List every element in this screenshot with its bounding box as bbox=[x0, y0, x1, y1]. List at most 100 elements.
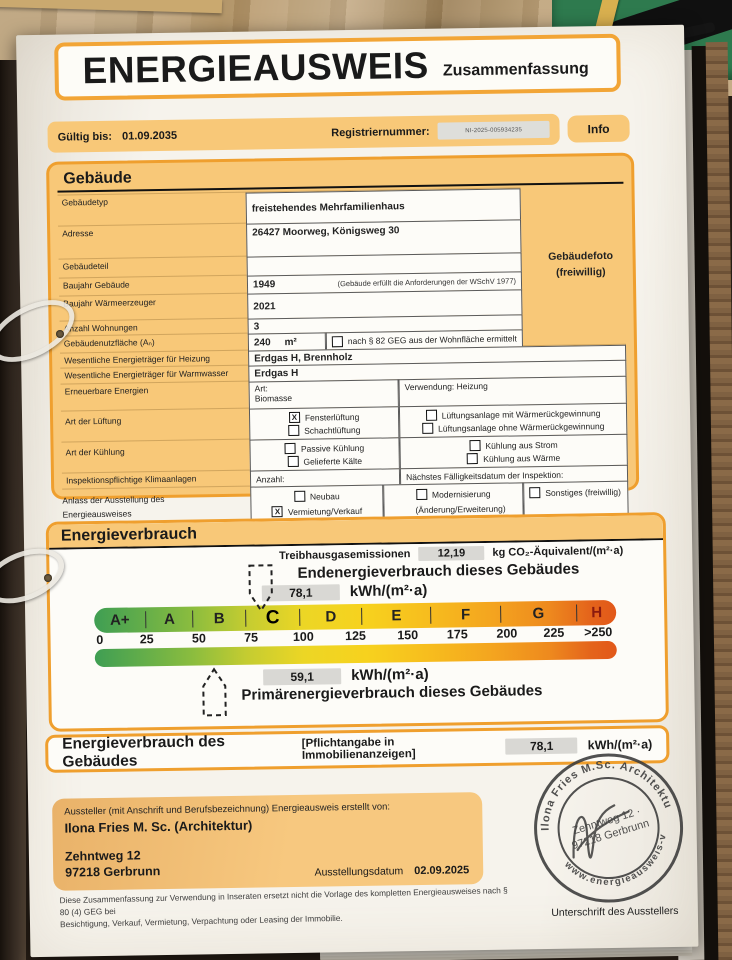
signature-scribble bbox=[572, 804, 630, 859]
kuehlung-strom-label: Kühlung aus Strom bbox=[485, 439, 558, 451]
heizung-label: Wesentliche Energieträger für Heizung bbox=[64, 353, 211, 366]
kuehlung-passiv-label: Passive Kühlung bbox=[300, 442, 365, 454]
registry-number-field: NI-2025-005934235 bbox=[437, 120, 550, 140]
building-section: Gebäude Gebäudetyp freistehendes Mehrfam… bbox=[46, 152, 640, 525]
baujahr-value: 1949 bbox=[252, 279, 276, 291]
lueftung-checkbox-ohne-wrg bbox=[422, 422, 434, 434]
tick-75: 75 bbox=[244, 630, 259, 645]
tick-225: 225 bbox=[543, 625, 565, 641]
mandatory-label: Energieverbrauch des Gebäudes bbox=[62, 733, 226, 771]
class-e: E bbox=[362, 606, 432, 626]
photo-line2: (freiwillig) bbox=[555, 266, 606, 279]
info-button[interactable]: Info bbox=[567, 114, 630, 143]
lueftung-label: Art der Lüftung bbox=[65, 415, 122, 427]
lueftung-checkbox-schacht bbox=[288, 424, 300, 437]
document-title: ENERGIEAUSWEIS bbox=[82, 44, 430, 92]
tick-0: 0 bbox=[96, 632, 104, 648]
tick-250plus: >250 bbox=[584, 624, 613, 640]
registry-label: Registriernummer: bbox=[331, 125, 430, 139]
nutzflaeche-checknote: nach § 82 GEG aus der Wohnfläche ermitte… bbox=[347, 333, 517, 347]
class-g: G bbox=[500, 604, 578, 623]
anlass-checkbox-sonstiges bbox=[529, 487, 541, 499]
class-b: B bbox=[193, 609, 246, 628]
kuehlung-checkbox-waerme bbox=[467, 453, 479, 465]
nutzflaeche-checkbox bbox=[331, 335, 343, 347]
title-box: ENERGIEAUSWEIS Zusammenfassung bbox=[54, 33, 622, 101]
nutzflaeche-label: Gebäudenutzfläche (Aₙ) bbox=[63, 337, 155, 349]
issuer-street: Zehntweg 12 bbox=[64, 848, 141, 864]
erneuerbare-art-label: Art: bbox=[254, 383, 268, 394]
baujahr-note: (Gebäude erfüllt die Anforderungen der W… bbox=[337, 276, 517, 289]
erneuerbare-verwendung: Verwendung: Heizung bbox=[398, 375, 627, 407]
anlass-checkbox-vermietung: X bbox=[271, 506, 284, 518]
class-f: F bbox=[431, 605, 501, 625]
photo-line1: Gebäudefoto bbox=[548, 250, 614, 264]
lueftung-fenster-label: Fensterlüftung bbox=[304, 411, 360, 423]
primary-energy-value: 59,1 bbox=[263, 667, 342, 685]
building-photo-placeholder: Gebäudefoto (freiwillig) bbox=[520, 185, 640, 345]
klima-label: Inspektionspflichtige Klimaanlagen bbox=[65, 473, 197, 486]
document-subtitle: Zusammenfassung bbox=[442, 60, 589, 80]
issuer-name: Ilona Fries M. Sc. (Architektur) bbox=[64, 817, 253, 836]
ghg-unit: kg CO₂-Äquivalent/(m²·a) bbox=[492, 544, 624, 559]
lueftung-checkbox-fenster: X bbox=[288, 411, 300, 424]
nutzflaeche-value: 240 bbox=[253, 336, 271, 349]
issue-date-label: Ausstellungsdatum bbox=[314, 865, 404, 879]
energy-certificate-page: ENERGIEAUSWEIS Zusammenfassung Gültig bi… bbox=[16, 24, 699, 958]
erneuerbare-art-value: Biomasse bbox=[254, 392, 293, 404]
primary-energy-unit: kWh/(m²·a) bbox=[351, 665, 429, 685]
anlass-label-2: Energieausweises bbox=[62, 508, 132, 520]
kuehlung-checkbox-passiv bbox=[284, 442, 296, 455]
issue-date-value: 02.09.2025 bbox=[414, 864, 470, 878]
tick-175: 175 bbox=[446, 627, 468, 642]
end-energy-arrow-icon bbox=[248, 564, 273, 613]
lueftung-checkbox-mit-wrg bbox=[425, 409, 437, 421]
anlass-modernisierung-note: (Änderung/Erweiterung) bbox=[415, 503, 506, 515]
gebaeudetyp-value: freistehendes Mehrfamilienhaus bbox=[245, 188, 521, 224]
validity-bar: Gültig bis: 01.09.2035 Registriernummer:… bbox=[47, 113, 560, 153]
ghg-label: Treibhausgasemissionen bbox=[278, 548, 411, 563]
punch-hole-bottom bbox=[44, 574, 52, 582]
adresse-value: 26427 Moorweg, Königsweg 30 bbox=[246, 219, 522, 257]
fine-print: Diese Zusammenfassung zur Verwendung in … bbox=[59, 884, 510, 930]
mandatory-note: [Pflichtangabe in Immobilienanzeigen] bbox=[301, 736, 416, 762]
tick-200: 200 bbox=[496, 626, 518, 641]
baujahr-label: Baujahr Gebäude bbox=[62, 279, 130, 291]
anlass-modernisierung-label: Modernisierung bbox=[431, 488, 491, 500]
efficiency-scale: A+ A B C D E F G H 0 25 50 75 100 125 15… bbox=[94, 599, 617, 668]
consumption-section: Energieverbrauch Treibhausgasemissionen … bbox=[45, 512, 669, 732]
tick-25: 25 bbox=[139, 632, 154, 647]
tick-100: 100 bbox=[292, 629, 314, 644]
valid-until-date: 01.09.2035 bbox=[121, 129, 178, 143]
anlass-checkbox-modernisierung bbox=[415, 489, 428, 501]
ghg-value: 12,19 bbox=[418, 545, 485, 561]
anlass-sonstiges-label: Sonstiges (freiwillig) bbox=[545, 486, 621, 498]
valid-until-label: Gültig bis: bbox=[57, 130, 113, 144]
anlass-label-1: Anlass der Ausstellung des bbox=[62, 493, 165, 506]
gebaeudeteil-label: Gebäudeteil bbox=[62, 260, 109, 272]
kuehlung-kaelte-label: Gelieferte Kälte bbox=[303, 455, 363, 467]
anlass-vermietung-label: Vermietung/Verkauf bbox=[287, 505, 363, 517]
nutzflaeche-unit: m² bbox=[284, 336, 297, 348]
adresse-label: Adresse bbox=[62, 228, 94, 239]
issuer-box: Aussteller (mit Anschrift und Berufsbeze… bbox=[52, 792, 484, 891]
tick-125: 125 bbox=[344, 628, 367, 644]
lueftung-schacht-label: Schachtlüftung bbox=[304, 424, 361, 436]
end-energy-unit: kWh/(m²·a) bbox=[349, 581, 428, 601]
kuehlung-checkbox-strom bbox=[469, 440, 481, 452]
kuehlung-label: Art der Kühlung bbox=[65, 446, 125, 458]
gebaeudetyp-label: Gebäudetyp bbox=[61, 196, 109, 208]
lueftung-mit-wrg-label: Lüftungsanlage mit Wärmerückgewinnung bbox=[441, 407, 601, 421]
class-a-plus: A+ bbox=[94, 611, 147, 630]
kuehlung-waerme-label: Kühlung aus Wärme bbox=[483, 452, 561, 464]
signature-caption: Unterschrift des Ausstellers bbox=[551, 904, 679, 919]
class-a: A bbox=[146, 610, 194, 629]
baujahr-waerme-label: Baujahr Wärmeerzeuger bbox=[63, 297, 156, 309]
wohnungen-label: Anzahl Wohnungen bbox=[63, 322, 138, 334]
mandatory-value: 78,1 bbox=[505, 737, 578, 755]
warmwasser-label: Wesentliche Energieträger für Warmwasser bbox=[64, 367, 229, 381]
anlass-checkbox-neubau bbox=[293, 490, 306, 502]
lueftung-ohne-wrg-label: Lüftungsanlage ohne Wärmerückgewinnung bbox=[438, 420, 605, 434]
fine-print-line1: Diese Zusammenfassung zur Verwendung in … bbox=[59, 885, 508, 918]
punch-hole-top bbox=[56, 330, 64, 338]
